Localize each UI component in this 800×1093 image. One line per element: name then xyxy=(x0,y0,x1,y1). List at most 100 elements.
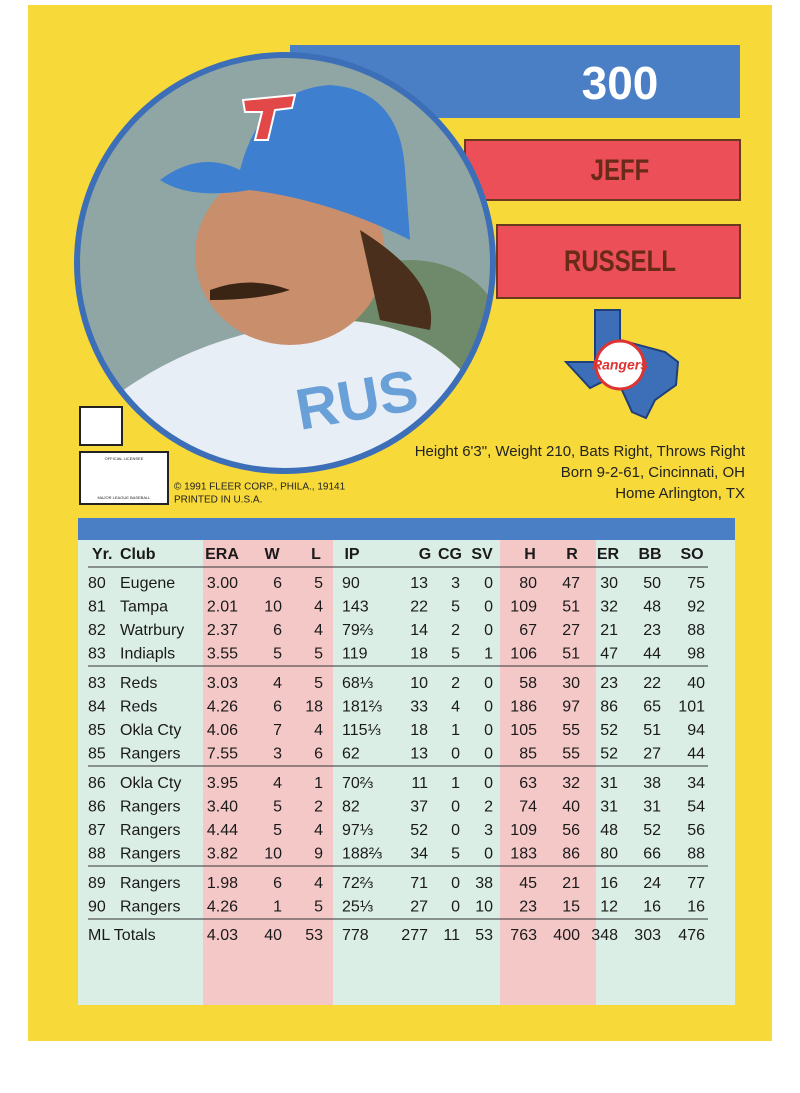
team-logo: Rangers xyxy=(563,309,680,420)
team-logo-text: Rangers xyxy=(592,357,648,373)
first-name: JEFF xyxy=(591,152,650,186)
stat-cell: 55 xyxy=(562,746,580,763)
stat-cell: 105 xyxy=(510,722,537,739)
stat-cell: 92 xyxy=(687,599,705,616)
stat-cell: 3.40 xyxy=(207,799,238,816)
stat-cell: 2 xyxy=(451,622,460,639)
stat-cell: 54 xyxy=(687,799,705,816)
stat-cell: 90 xyxy=(342,575,360,592)
last-name: RUSSELL xyxy=(564,243,676,277)
stat-cell: 3.82 xyxy=(207,846,238,863)
first-name-bar xyxy=(464,139,741,201)
stat-cell: 32 xyxy=(562,775,580,792)
stat-cell: 62 xyxy=(342,746,360,763)
stats-band xyxy=(500,540,596,1005)
stat-cell: 31 xyxy=(600,799,618,816)
stat-cell: 4.44 xyxy=(207,822,238,839)
stat-cell: 79⅔ xyxy=(342,622,374,639)
stat-cell: 143 xyxy=(342,599,369,616)
stat-cell: 5 xyxy=(314,646,323,663)
stat-cell: 3.03 xyxy=(207,675,238,692)
stat-cell: 0 xyxy=(484,775,493,792)
stat-cell: 4 xyxy=(314,622,323,639)
stat-cell: 80 xyxy=(519,575,537,592)
stat-cell: Rangers xyxy=(120,822,180,839)
stat-cell: 44 xyxy=(687,746,705,763)
stat-cell: 55 xyxy=(562,722,580,739)
stat-cell: 3 xyxy=(273,746,282,763)
stat-cell: 80 xyxy=(600,846,618,863)
stat-cell: 13 xyxy=(410,575,428,592)
column-header: Yr. xyxy=(92,546,112,563)
stat-cell: 32 xyxy=(600,599,618,616)
stat-cell: 4 xyxy=(314,822,323,839)
stat-cell: 9 xyxy=(314,846,323,863)
stat-cell: 88 xyxy=(687,846,705,863)
stat-cell: Rangers xyxy=(120,746,180,763)
bio-line: Home Arlington, TX xyxy=(615,485,745,502)
column-header: Club xyxy=(120,546,156,563)
stat-cell: 83 xyxy=(88,675,106,692)
totals-cell: 277 xyxy=(401,927,428,944)
totals-cell: 4.03 xyxy=(207,927,238,944)
stat-cell: 10 xyxy=(475,899,493,916)
stat-cell: 4 xyxy=(314,875,323,892)
stat-cell: 15 xyxy=(562,899,580,916)
stat-cell: 98 xyxy=(687,646,705,663)
stat-cell: 0 xyxy=(484,699,493,716)
stat-cell: 1 xyxy=(451,775,460,792)
totals-cell: 40 xyxy=(264,927,282,944)
stat-cell: 97⅓ xyxy=(342,822,373,839)
stat-cell: Rangers xyxy=(120,799,180,816)
stat-cell: 0 xyxy=(451,799,460,816)
stat-cell: 56 xyxy=(687,822,705,839)
stat-cell: 16 xyxy=(600,875,618,892)
stat-cell: 47 xyxy=(562,575,580,592)
copyright: PRINTED IN U.S.A. xyxy=(174,495,262,506)
stat-cell: 6 xyxy=(273,575,282,592)
column-header: CG xyxy=(438,546,462,563)
stat-cell: 106 xyxy=(510,646,537,663)
stat-cell: 83 xyxy=(88,646,106,663)
licensee-text: OFFICIAL LICENSEE xyxy=(105,456,144,461)
stat-cell: 6 xyxy=(273,622,282,639)
stat-cell: Reds xyxy=(120,699,157,716)
stat-cell: Tampa xyxy=(120,599,168,616)
stat-cell: 51 xyxy=(562,646,580,663)
totals-cell: 348 xyxy=(591,927,618,944)
stat-cell: 10 xyxy=(264,599,282,616)
column-header: IP xyxy=(344,546,359,563)
totals-cell: 778 xyxy=(342,927,369,944)
stat-cell: 0 xyxy=(484,575,493,592)
totals-cell: 53 xyxy=(475,927,493,944)
stat-cell: 86 xyxy=(562,846,580,863)
column-header: SO xyxy=(680,546,703,563)
stats-band xyxy=(203,540,333,1005)
stat-cell: 3 xyxy=(484,822,493,839)
player-photo: RUS xyxy=(77,55,493,471)
stat-cell: 71 xyxy=(410,875,428,892)
stat-cell: 5 xyxy=(314,675,323,692)
stat-cell: 16 xyxy=(687,899,705,916)
stat-cell: 22 xyxy=(410,599,428,616)
totals-cell: 53 xyxy=(305,927,323,944)
stat-cell: 13 xyxy=(410,746,428,763)
stat-cell: 30 xyxy=(600,575,618,592)
stat-cell: 74 xyxy=(519,799,537,816)
stat-cell: 186 xyxy=(510,699,537,716)
stat-cell: 101 xyxy=(678,699,705,716)
stat-cell: 12 xyxy=(600,899,618,916)
column-header: BB xyxy=(638,546,661,563)
stat-cell: 7 xyxy=(273,722,282,739)
stat-cell: Reds xyxy=(120,675,157,692)
stat-cell: Okla Cty xyxy=(120,775,181,792)
stat-cell: 24 xyxy=(643,875,661,892)
stat-cell: 56 xyxy=(562,822,580,839)
stat-cell: 7.55 xyxy=(207,746,238,763)
stat-cell: 1 xyxy=(273,899,282,916)
stat-cell: 94 xyxy=(687,722,705,739)
stat-cell: 37 xyxy=(410,799,428,816)
stat-cell: 85 xyxy=(88,746,106,763)
stat-cell: 10 xyxy=(410,675,428,692)
stat-cell: Indiapls xyxy=(120,646,175,663)
